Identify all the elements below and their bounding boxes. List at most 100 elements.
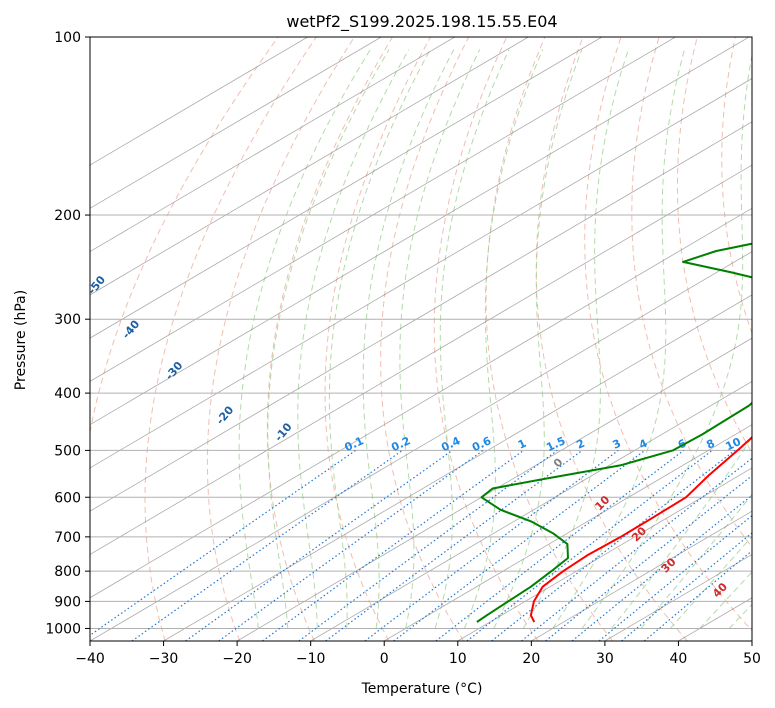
dry-adiabat-label: -90 [17,100,40,124]
dry-adiabat-line [631,37,752,548]
moist-adiabat-line [463,49,544,629]
isotherm-line [90,78,752,469]
mixing-ratio-line [393,449,646,641]
moist-adiabat-line [640,493,752,629]
x-tick-label: 10 [449,651,467,667]
dry-adiabat-line [721,37,752,335]
y-tick-label: 200 [54,208,81,224]
isotherm-line [90,207,752,599]
mixing-ratio-line [262,449,524,641]
moist-adiabat-line [238,49,371,629]
dry-adiabat-line [765,37,775,641]
mixing-ratio-label: 8 [704,437,716,452]
mixing-ratio-label: 0.4 [439,434,462,454]
isotherm-line [163,294,752,641]
x-tick-label: −10 [296,651,326,667]
moist-adiabat-line [581,52,752,629]
mixing-ratio-line [491,449,736,641]
x-tick-label: −40 [75,651,105,667]
mixing-ratio-line [90,449,356,637]
y-tick-label: 1000 [45,621,81,637]
moist-adiabat-label: 20 [629,524,649,544]
mixing-ratio-line [435,449,684,641]
mixing-ratio-label: 2 [574,437,586,452]
temperature-profile-line [529,436,752,623]
isotherm-line [90,37,603,339]
dry-adiabat-label: -40 [120,317,143,341]
mixing-ratio-line [185,449,453,641]
x-tick-label: −20 [222,651,252,667]
moist-adiabat-line [434,49,510,629]
isotherm-line [384,424,752,641]
isotherm-line [457,467,752,641]
dry-adiabat-line [90,37,279,641]
mixing-ratio-line [545,474,752,641]
x-tick-label: 40 [670,651,688,667]
isotherm-line [90,37,529,296]
mixing-ratio-label: 0.2 [389,434,412,454]
mixing-ratio-line [643,549,752,641]
isotherm-line [90,37,676,382]
x-tick-label: 20 [522,651,540,667]
mixing-ratio-label: 13 [751,435,770,453]
mixing-ratio-line [131,449,403,641]
dry-adiabat-label: -50 [85,273,108,297]
dry-adiabat-line [485,37,614,641]
dry-adiabat-line [676,37,752,454]
dry-adiabat-label: -10 [272,420,295,444]
x-axis-label: Temperature (°C) [361,681,483,697]
x-tick-label: 30 [596,651,614,667]
isopleth-label-layer: -100-90-80-70-60-50-40-30-20-100.1 0.2 0.4… [17,44,770,600]
dry-adiabat-line [380,37,470,641]
isotherm-line [90,37,750,426]
moist-adiabat-line [611,436,752,629]
dewpoint-profile-line [476,242,752,623]
moist-adiabat-line [267,49,390,629]
dry-adiabat-label: -100 [22,44,50,74]
x-tick-label: −30 [149,651,179,667]
isotherm-line [310,380,752,641]
moist-adiabat-label: 10 [592,493,612,513]
isotherm-line [90,37,456,253]
mixing-ratio-line [218,449,484,641]
dry-adiabat-line [324,37,431,641]
y-tick-label: 500 [54,443,81,459]
moist-adiabat-line [669,535,752,629]
x-tick-label: 0 [380,651,389,667]
moist-adiabat-line [328,49,431,629]
isotherm-line [90,37,382,209]
moist-adiabat-line [699,571,752,629]
y-tick-label: 600 [54,490,81,506]
dry-adiabat-line [266,37,393,641]
sounding-layer [476,242,752,623]
moist-adiabat-line [399,49,481,629]
chart-title: wetPf2_S199.2025.198.15.55.E04 [286,12,557,32]
plot-frame [89,36,753,642]
isotherm-line [90,121,752,512]
mixing-ratio-label: 0.6 [470,434,493,454]
dry-adiabat-label: -60 [54,237,77,261]
isotherm-line [90,251,752,641]
x-tick-label: 50 [743,651,761,667]
dry-adiabat-label: -20 [214,403,237,427]
y-tick-label: 400 [54,386,81,402]
y-tick-label: 100 [54,30,81,46]
moist-adiabat-line [552,49,685,629]
moist-adiabat-line [297,49,410,629]
moist-adiabat-label: 30 [659,555,679,575]
y-tick-label: 300 [54,312,81,328]
y-axis-label: Pressure (hPa) [13,290,29,390]
mixing-ratio-line [571,494,752,641]
moist-adiabat-label: 0 [551,455,566,470]
grid-layer [90,37,775,641]
mixing-ratio-line [598,514,752,641]
isotherm-line [751,640,752,641]
y-tick-label: 700 [54,530,81,546]
y-tick-label: 900 [54,594,81,610]
isotherm-line [678,597,752,641]
dry-adiabat-line [144,37,317,641]
mixing-ratio-line [521,457,752,641]
isotherm-line [236,337,752,641]
dry-adiabat-label: -80 [24,143,47,167]
